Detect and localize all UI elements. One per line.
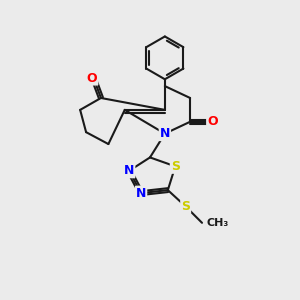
- Text: S: S: [171, 160, 180, 173]
- Text: O: O: [207, 115, 218, 128]
- Text: N: N: [136, 187, 146, 200]
- Text: N: N: [160, 127, 170, 140]
- Text: N: N: [124, 164, 134, 177]
- Text: O: O: [87, 72, 98, 85]
- Text: CH₃: CH₃: [206, 218, 229, 228]
- Text: S: S: [181, 200, 190, 213]
